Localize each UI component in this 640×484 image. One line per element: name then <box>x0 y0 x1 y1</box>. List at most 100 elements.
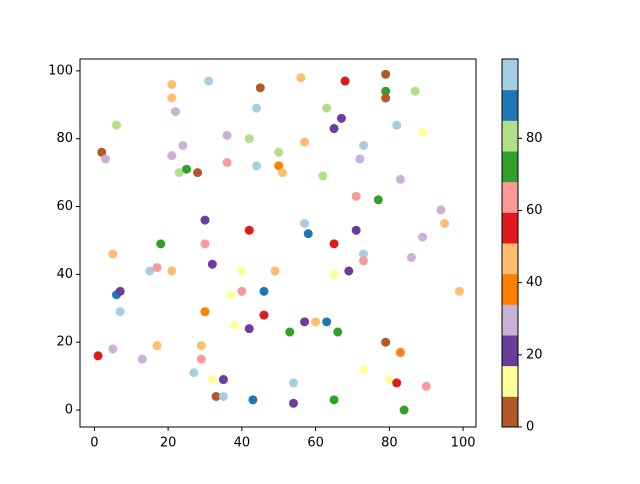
point <box>259 286 269 296</box>
y-tick-label: 60 <box>56 199 73 214</box>
point <box>381 69 391 79</box>
point <box>421 381 431 391</box>
point <box>381 86 391 96</box>
colorbar-bin <box>502 273 518 305</box>
point <box>418 127 428 137</box>
point <box>288 398 298 408</box>
point <box>237 266 247 276</box>
point <box>318 171 328 181</box>
point <box>218 375 228 385</box>
point <box>381 337 391 347</box>
point <box>440 218 450 228</box>
point <box>381 93 391 103</box>
point <box>359 249 369 259</box>
x-tick-label: 0 <box>90 436 98 451</box>
colorbar-bin <box>502 212 518 244</box>
point <box>115 286 125 296</box>
point <box>97 147 107 157</box>
colorbar-bin <box>502 59 518 91</box>
point <box>329 124 339 134</box>
colorbar-frame <box>501 58 519 428</box>
point <box>351 191 361 201</box>
y-tick-label: 80 <box>56 131 73 146</box>
point <box>355 154 365 164</box>
colorbar-tick-label: 20 <box>526 347 543 362</box>
point <box>270 266 280 276</box>
point <box>226 290 236 300</box>
point <box>300 218 310 228</box>
point <box>244 324 254 334</box>
point <box>196 341 206 351</box>
point <box>178 140 188 150</box>
point <box>145 266 155 276</box>
point <box>244 134 254 144</box>
colorbar-bin <box>502 243 518 275</box>
point <box>274 147 284 157</box>
point <box>167 151 177 161</box>
point <box>193 168 203 178</box>
point <box>182 164 192 174</box>
colorbar-bin <box>502 151 518 183</box>
point <box>436 205 446 215</box>
point <box>100 154 110 164</box>
colorbar-bin <box>502 89 518 121</box>
point <box>152 263 162 273</box>
point <box>300 317 310 327</box>
point <box>311 317 321 327</box>
point <box>167 79 177 89</box>
point <box>395 347 405 357</box>
y-tick-label: 0 <box>65 403 73 418</box>
point <box>418 232 428 242</box>
point <box>222 157 232 167</box>
point <box>322 103 332 113</box>
point <box>395 174 405 184</box>
point <box>204 76 214 86</box>
y-tick-label: 100 <box>48 63 73 78</box>
point <box>189 368 199 378</box>
point <box>296 73 306 83</box>
plot-frame <box>79 58 477 428</box>
colorbar-tick-label: 60 <box>526 203 543 218</box>
point <box>359 364 369 374</box>
point <box>156 239 166 249</box>
point <box>285 327 295 337</box>
point <box>196 354 206 364</box>
point <box>244 225 254 235</box>
point <box>333 327 343 337</box>
point <box>174 168 184 178</box>
point <box>167 266 177 276</box>
point <box>207 259 217 269</box>
point <box>229 320 239 330</box>
point <box>222 130 232 140</box>
point <box>93 351 103 361</box>
point <box>351 225 361 235</box>
point <box>359 256 369 266</box>
point <box>384 375 394 385</box>
colorbar-bin <box>502 396 518 428</box>
point <box>255 83 265 93</box>
colorbar-bin <box>502 365 518 397</box>
point <box>200 239 210 249</box>
point <box>277 168 287 178</box>
point <box>237 286 247 296</box>
point <box>274 161 284 171</box>
point <box>329 269 339 279</box>
point <box>340 76 350 86</box>
point <box>329 395 339 405</box>
point <box>252 161 262 171</box>
point <box>410 86 420 96</box>
x-tick-label: 80 <box>381 436 398 451</box>
point <box>137 354 147 364</box>
point <box>211 391 221 401</box>
point <box>170 107 180 117</box>
point <box>200 307 210 317</box>
point <box>252 103 262 113</box>
point <box>288 378 298 388</box>
point <box>300 137 310 147</box>
point <box>259 310 269 320</box>
point <box>218 391 228 401</box>
point <box>303 229 313 239</box>
x-tick-label: 60 <box>307 436 324 451</box>
